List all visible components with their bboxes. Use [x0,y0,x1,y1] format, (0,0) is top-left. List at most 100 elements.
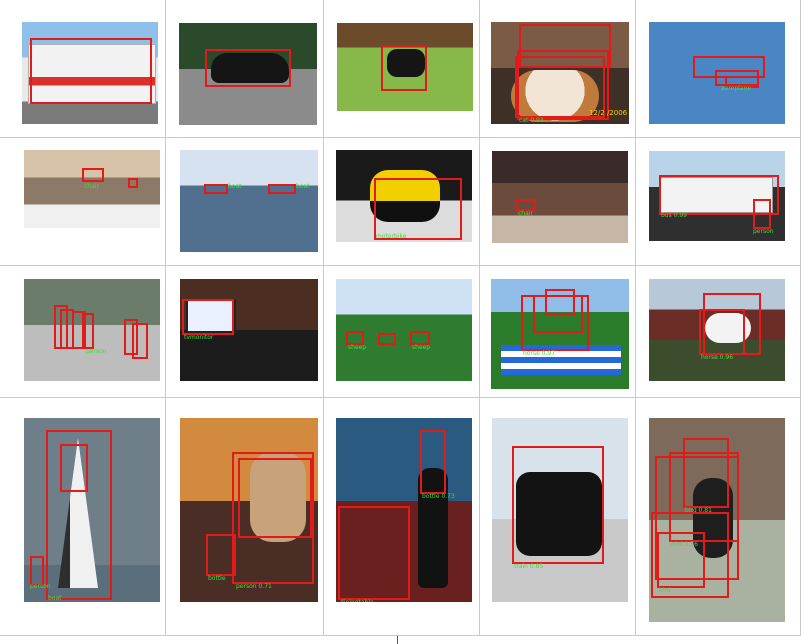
thumb-horse-jump: horse 0.97 [491,279,629,389]
detection-label: bird [659,587,671,594]
bbox [205,49,291,87]
detection-label: cat 0.93 [519,117,544,124]
thumb-room: chair [24,150,160,228]
grid-cell-r2c3 [324,138,480,266]
detection-label: person 0.71 [236,583,272,590]
grid-cell-r1c4 [480,0,636,138]
dog-body [387,49,425,77]
bbox [725,76,759,88]
detection-label: bottle 0.73 [422,493,455,500]
thumb-horse-white: horse 0.96 [649,279,785,381]
sky-scene [649,22,785,124]
thumb-train: train 0.85 [492,418,628,602]
thumb-cat: 12/2 /2006 cat 0.93 [491,22,629,124]
bbox [374,178,462,240]
bbox [338,506,410,600]
bbox [232,452,314,584]
thumb-people: person [24,279,160,381]
grid-cell-r4c1 [0,398,166,636]
bbox [659,175,779,215]
grid-cell-r3c1 [0,266,166,398]
thumb-bus-2: bus 0.99 person [649,151,785,241]
bbox [683,438,729,508]
bbox [381,45,427,91]
grid-cell-r1c2 [166,0,324,138]
bbox [204,184,228,194]
grid-cell-r4c4 [480,398,636,636]
grid-cell-r1c3 [324,0,480,138]
bbox [206,534,236,576]
cat-body [511,70,599,122]
bbox [268,184,296,194]
detection-label: horse 0.96 [701,354,734,361]
detection-label: person [30,583,51,590]
bbox [651,512,729,598]
grid-cell-r4c3 [324,398,480,636]
bbox [182,299,234,335]
bbox [124,319,138,355]
thumb-dog [337,23,473,111]
detection-label: motorbike [376,233,407,240]
detection-label: train 0.85 [514,563,544,570]
bbox [533,295,583,333]
bbox [238,458,312,538]
thumb-barn: chair [492,151,628,243]
detection-label: bottle [208,575,226,582]
bird-shape [693,478,733,558]
barn-scene [492,151,628,243]
grid-cell-r2c4 [480,138,636,266]
detection-label: sheep [412,344,431,351]
detection-label: bird 0.81 [685,507,712,514]
bbox [30,556,44,586]
detection-label: tvmonitor [184,334,214,341]
detection-label: sheep [348,344,367,351]
bbox [378,333,396,345]
bbox [655,456,739,580]
field-scene [336,279,472,381]
bbox [82,313,94,349]
bbox [82,168,104,182]
thumb-bottle: bottle 0.73 diningtable [336,418,472,602]
detection-label: aeroplane [721,85,752,92]
bbox [545,289,575,315]
bbox [346,331,364,345]
detection-label: chair [84,183,99,190]
detection-label: boat [228,183,242,190]
bbox [60,444,88,492]
grid-cell-r3c3 [324,266,480,398]
detection-label: boat [48,595,62,602]
bbox [699,309,745,355]
bottle-shape [418,468,448,588]
thumb-aeroplane: aeroplane [649,22,785,124]
detection-label: boat [296,183,310,190]
thumb-boats: boat boat [180,150,318,252]
bbox [30,38,152,104]
thumb-motorbike: motorbike [336,150,472,242]
thumb-car [179,23,317,125]
thumb-tv: tvmonitor [180,279,318,381]
bbox [519,24,611,68]
page-tick [397,636,398,644]
detection-label: person [753,228,774,235]
detection-label: chair [518,210,533,217]
detection-label: diningtable [340,600,374,603]
thumb-bird: bird 0.81 bird 0.56 bird [649,418,785,622]
bbox [46,430,112,600]
car-body [211,53,289,83]
bbox [657,532,705,588]
grid-cell-r2c1 [0,138,166,266]
bbox [128,178,138,188]
bbox [517,50,609,120]
thumb-sailboat: boat person [24,418,160,602]
bbox [420,430,446,494]
grid-cell-r1c1 [0,0,166,138]
timestamp-label: 12/2 /2006 [589,109,628,117]
thumb-sheep: sheep sheep [336,279,472,381]
bbox [410,331,430,345]
grid-cell-r2c2 [166,138,324,266]
detection-label: bird 0.56 [671,541,698,548]
bbox [72,311,86,349]
room-scene [24,150,160,228]
bbox [512,446,604,564]
detection-label: bus 0.99 [661,212,688,219]
